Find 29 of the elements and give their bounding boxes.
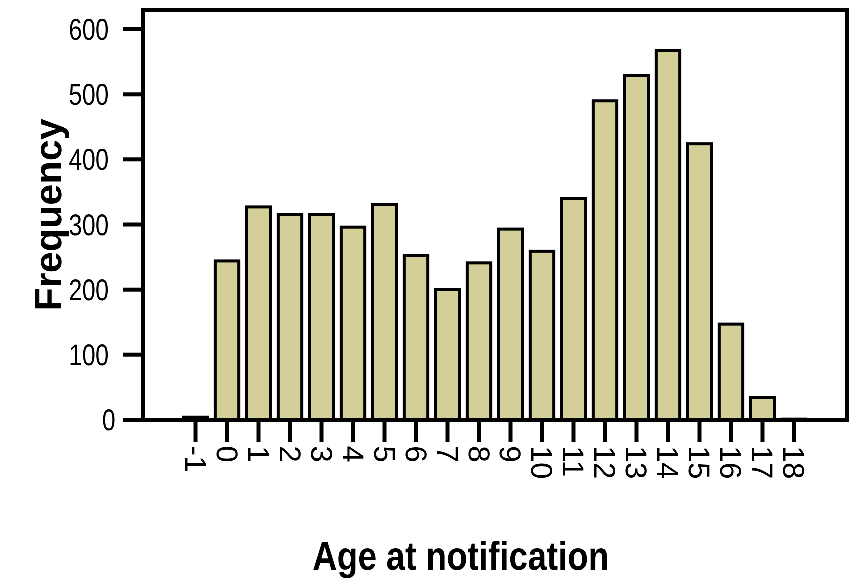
x-tick-label: 4 xyxy=(336,446,369,463)
y-tick-label: 600 xyxy=(68,12,109,47)
x-tick-label: 8 xyxy=(462,446,495,463)
x-axis-title: Age at notification xyxy=(312,533,610,579)
x-tick-label: 6 xyxy=(398,446,432,463)
x-tick-label: 3 xyxy=(304,446,338,463)
x-tick-label: 14 xyxy=(650,446,684,480)
x-tick-label: 11 xyxy=(556,446,590,478)
x-tick-label: 15 xyxy=(682,446,716,480)
x-tick-label: 5 xyxy=(367,446,400,463)
y-tick-label: 300 xyxy=(68,208,109,242)
x-tick-label: 2 xyxy=(272,446,306,463)
x-tick-label: 18 xyxy=(776,446,810,480)
y-tick-label: 0 xyxy=(102,402,116,438)
x-tick-label: 1 xyxy=(241,446,274,463)
x-tick-label: 9 xyxy=(493,446,526,463)
x-tick-label: 12 xyxy=(588,446,621,480)
x-tick-label: 16 xyxy=(714,446,747,480)
x-tick-label: 0 xyxy=(210,446,243,463)
y-axis-title: Frequency xyxy=(28,118,70,312)
x-tick-label: 17 xyxy=(745,446,778,480)
x-tick-label: -1 xyxy=(178,446,212,473)
y-tick-label: 500 xyxy=(68,77,109,112)
y-tick-label: 200 xyxy=(68,272,109,307)
y-tick-label: 400 xyxy=(68,142,109,177)
x-tick-label: 7 xyxy=(430,446,464,463)
y-tick-label: 100 xyxy=(68,338,109,372)
x-tick-label: 10 xyxy=(524,446,558,480)
x-tick-label: 13 xyxy=(619,446,652,480)
